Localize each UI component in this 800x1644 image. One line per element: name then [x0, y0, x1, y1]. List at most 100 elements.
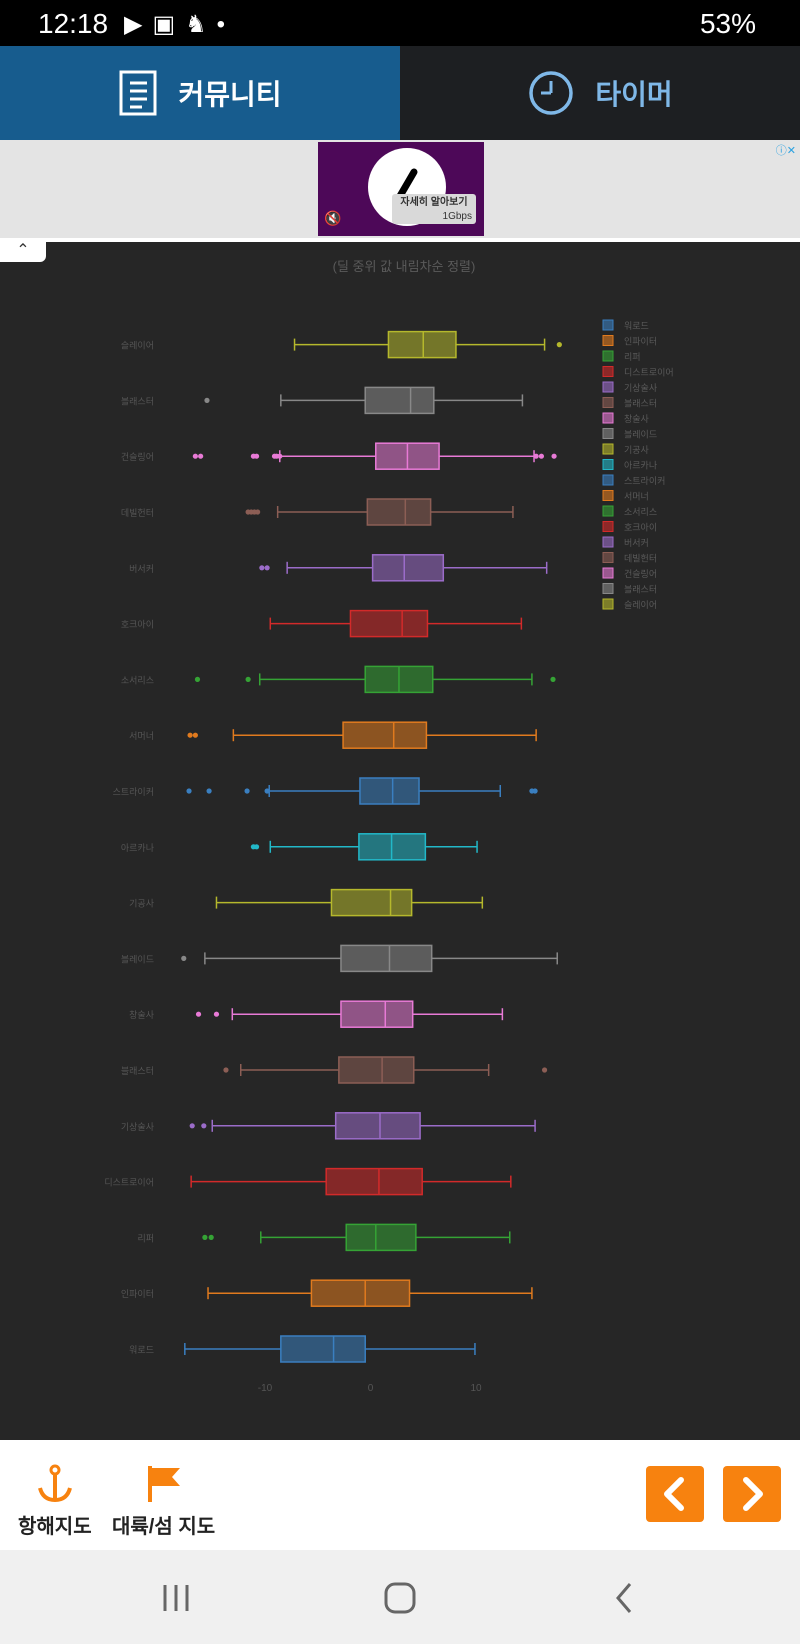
legend-swatch	[602, 521, 614, 532]
ad-learn-more-button[interactable]: 자세히 알아보기 1Gbps	[392, 194, 476, 224]
category-label: 리퍼	[137, 1233, 154, 1243]
legend-label: 블레이드	[624, 430, 657, 440]
category-label: 소서리스	[121, 675, 154, 685]
box-iqr	[340, 1000, 414, 1028]
category-label: 기상술사	[121, 1122, 155, 1132]
legend-item: 기공사	[602, 443, 650, 455]
legend-item: 데빌헌터	[602, 552, 657, 564]
outlier-point	[533, 453, 539, 459]
legend-label: 데빌헌터	[624, 554, 657, 564]
legend-label: 리퍼	[624, 352, 641, 362]
legend-swatch	[602, 443, 614, 455]
outlier-point	[204, 397, 210, 403]
box-series: 서머너	[129, 721, 537, 749]
legend-item: 창술사	[602, 412, 650, 424]
legend-label: 기공사	[624, 445, 650, 455]
legend-swatch	[602, 490, 614, 501]
bottom-bar: 항해지도 대륙/섬 지도	[0, 1440, 800, 1550]
legend-item: 디스트로이어	[602, 366, 674, 378]
outlier-point	[223, 1067, 229, 1073]
box-series: 디스트로이어	[104, 1167, 512, 1196]
home-icon[interactable]	[382, 1580, 418, 1616]
legend-label: 아르카나	[624, 461, 657, 471]
outlier-point	[259, 565, 265, 571]
outlier-point	[208, 1234, 214, 1240]
box-iqr	[342, 721, 428, 749]
legend-swatch	[602, 459, 614, 470]
outlier-point	[189, 1123, 195, 1129]
box-iqr	[280, 1335, 366, 1363]
box-series: 인파이터	[121, 1279, 533, 1307]
ad-creative[interactable]: 자세히 알아보기 1Gbps 🔇	[318, 142, 484, 236]
box-series: 리퍼	[137, 1223, 511, 1252]
legend-item: 버서커	[602, 536, 649, 548]
category-label: 서머너	[129, 731, 154, 741]
legend-label: 스트라이커	[624, 476, 665, 486]
legend-label: 건슬링어	[624, 568, 657, 579]
nav-chart-label: 항해지도	[18, 1516, 92, 1538]
image-icon: ▣	[152, 11, 186, 38]
box-iqr	[359, 777, 420, 805]
back-icon[interactable]	[612, 1580, 636, 1616]
chevron-up-icon: ⌃	[16, 242, 30, 259]
recent-apps-icon[interactable]	[160, 1582, 192, 1614]
category-label: 인파이터	[121, 1289, 154, 1299]
next-button[interactable]	[723, 1466, 781, 1522]
outlier-point	[201, 1123, 207, 1129]
outlier-point	[195, 1011, 202, 1017]
outlier-point	[253, 453, 260, 459]
legend-swatch	[602, 598, 614, 610]
category-label: 블래스터	[121, 396, 154, 406]
outlier-point	[538, 453, 545, 459]
legend-swatch	[602, 412, 614, 424]
category-label: 창술사	[129, 1010, 155, 1020]
outlier-point	[255, 509, 261, 515]
box-series: 데빌헌터	[121, 498, 514, 526]
legend-label: 블래스터	[624, 399, 657, 409]
outlier-point	[532, 788, 538, 794]
box-iqr	[349, 609, 429, 638]
prev-button[interactable]	[646, 1466, 704, 1522]
box-iqr	[371, 554, 445, 582]
legend-item: 호크아이	[602, 521, 657, 533]
legend-swatch	[602, 335, 614, 346]
box-iqr	[387, 330, 457, 359]
box-iqr	[340, 944, 433, 973]
mute-icon[interactable]: 🔇	[324, 210, 342, 226]
outlier-point	[192, 732, 198, 738]
outlier-point	[202, 1234, 208, 1240]
nav-chart-button[interactable]: 항해지도	[18, 1464, 92, 1539]
legend-item: 기상술사	[602, 381, 658, 393]
legend-swatch	[602, 536, 614, 548]
top-tabs: 커뮤니티 타이머	[0, 46, 800, 140]
box-series: 기공사	[129, 888, 484, 917]
legend-label: 소서리스	[624, 507, 657, 517]
category-label: 디스트로이어	[104, 1178, 154, 1188]
notification-icon: ♞	[185, 11, 217, 38]
box-series: 스트라이커	[113, 777, 538, 805]
box-series: 블레이드	[121, 944, 558, 973]
box-iqr	[338, 1056, 415, 1084]
adchoices-icon[interactable]: ⓘ✕	[775, 145, 796, 157]
anchor-icon	[37, 1464, 72, 1503]
tab-community[interactable]: 커뮤니티	[0, 46, 400, 140]
legend-item: 인파이터	[602, 335, 657, 347]
x-tick-label: 0	[368, 1383, 374, 1394]
category-label: 버서커	[129, 564, 154, 574]
outlier-point	[551, 453, 557, 459]
continent-map-button[interactable]: 대륙/섬 지도	[112, 1464, 215, 1539]
legend-swatch	[602, 583, 614, 594]
legend-label: 기상술사	[624, 383, 658, 393]
flag-icon	[147, 1466, 180, 1502]
legend-item: 슬레이어	[602, 598, 657, 610]
legend-swatch	[602, 350, 614, 362]
battery-level: 53%	[699, 8, 756, 39]
outlier-point	[253, 844, 260, 850]
collapse-button[interactable]: ⌃	[0, 240, 46, 262]
ad-button-sub: 1Gbps	[442, 211, 472, 222]
continent-map-label: 대륙/섬 지도	[112, 1516, 216, 1538]
outlier-point	[277, 453, 283, 459]
tab-community-label: 커뮤니티	[178, 79, 282, 110]
outlier-point	[245, 676, 251, 683]
tab-timer[interactable]: 타이머	[400, 46, 800, 140]
